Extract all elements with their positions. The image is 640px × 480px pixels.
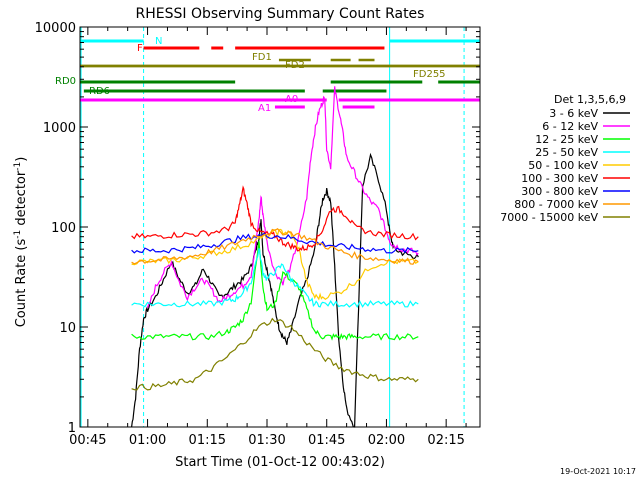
flag-bars: NFFD1FD2FD255RD0RD6A0A1: [55, 27, 480, 427]
series-line-3: [131, 240, 419, 341]
plot-frame: [79, 26, 481, 428]
legend-label: 50 - 100 keV: [528, 159, 598, 172]
legend-label: 12 - 25 keV: [535, 133, 598, 146]
x-tick-label: 01:00: [129, 433, 166, 448]
y-tick-label: 10000: [35, 21, 76, 36]
x-tick-label: 00:45: [69, 433, 106, 448]
flag-bar-a0: [80, 98, 327, 102]
flag-bar-rd0: [438, 80, 480, 84]
series-line-5: [131, 228, 419, 301]
flag-bar-rd0: [80, 80, 236, 84]
flag-bar-f: [235, 46, 385, 50]
x-tick-label: 01:45: [308, 433, 345, 448]
flag-label-rd6: RD6: [89, 86, 110, 97]
flag-bar-fd1: [278, 58, 311, 62]
flag-bar-n: [389, 39, 480, 43]
flag-bar-fd1: [358, 58, 375, 62]
legend-label: 6 - 12 keV: [542, 120, 598, 133]
flag-label-a1: A1: [258, 103, 271, 114]
y-tick-label: 1: [68, 421, 76, 436]
legend-label: 3 - 6 keV: [549, 107, 598, 120]
flag-label-n: N: [155, 36, 162, 47]
x-tick-label: 01:15: [189, 433, 226, 448]
flag-bar-a0: [338, 98, 480, 102]
chart-title: RHESSI Observing Summary Count Rates: [136, 6, 425, 22]
series-line-9: [131, 317, 419, 391]
flag-bar-rd6: [322, 89, 387, 93]
legend-label: 7000 - 15000 keV: [500, 211, 598, 224]
y-tick-label: 10: [59, 321, 76, 336]
y-axis-label: Count Rate (s-1 detector-1): [13, 157, 29, 328]
date-stamp: 19-Oct-2021 10:17: [560, 467, 636, 476]
flag-bar-n: [80, 39, 144, 43]
x-axis-label: Start Time (01-Oct-12 00:43:02): [175, 455, 385, 470]
x-tick-label: 02:00: [368, 433, 405, 448]
flag-label-f: F: [137, 43, 143, 54]
series-line-1: [131, 152, 419, 428]
flag-label-a0: A0: [285, 94, 298, 105]
axes: 1 10 100 1000 10000 00:45 01:00 01:15 01:30 01:45…: [35, 21, 481, 448]
legend-label: 300 - 800 keV: [521, 185, 598, 198]
flag-bar-rd6: [83, 89, 305, 93]
flag-label-rd0: RD0: [55, 76, 76, 87]
flag-bar-f: [143, 46, 200, 50]
y-tick-label: 100: [51, 221, 76, 236]
legend-label: 100 - 300 keV: [521, 172, 598, 185]
flag-bar-a1: [342, 105, 375, 109]
series-line-8: [131, 228, 419, 265]
legend-title: Det 1,3,5,6,9: [554, 93, 626, 106]
legend-label: 25 - 50 keV: [535, 146, 598, 159]
y-tick-label: 1000: [43, 121, 76, 136]
legend-label: 800 - 7000 keV: [514, 198, 598, 211]
series-lines: [131, 86, 419, 428]
series-line-7: [131, 232, 419, 254]
flag-bar-a1: [274, 105, 305, 109]
flag-bar-fd1: [330, 58, 351, 62]
x-tick-label: 02:15: [427, 433, 464, 448]
x-tick-label: 01:30: [248, 433, 285, 448]
series-line-6: [131, 185, 419, 252]
flag-bar-f: [211, 46, 224, 50]
flag-label-fd1: FD1: [252, 52, 272, 63]
series-line-4: [131, 248, 419, 308]
flag-bar-fd255: [80, 64, 480, 68]
flag-bar-rd0: [330, 80, 423, 84]
flag-label-fd255: FD255: [413, 69, 446, 80]
